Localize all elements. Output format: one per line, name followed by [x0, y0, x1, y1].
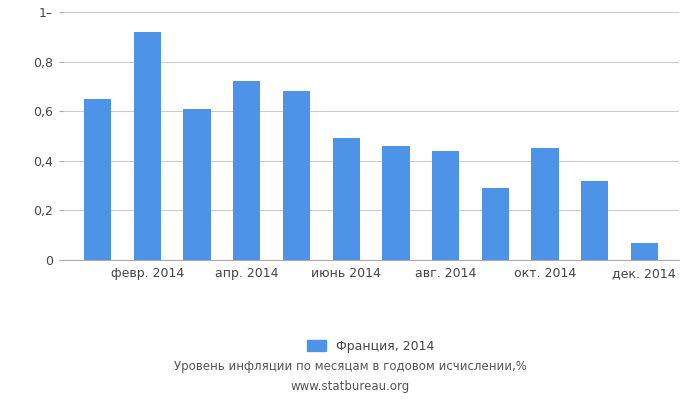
Bar: [382, 146, 410, 260]
Bar: [134, 32, 161, 260]
Bar: [531, 148, 559, 260]
Bar: [432, 151, 459, 260]
Bar: [233, 82, 260, 260]
Bar: [84, 99, 111, 260]
Text: Уровень инфляции по месяцам в годовом исчислении,%: Уровень инфляции по месяцам в годовом ис…: [174, 360, 526, 373]
Bar: [332, 138, 360, 260]
Bar: [283, 91, 310, 260]
Legend: Франция, 2014: Франция, 2014: [302, 335, 440, 358]
Text: www.statbureau.org: www.statbureau.org: [290, 380, 410, 393]
Bar: [631, 243, 658, 260]
Bar: [183, 109, 211, 260]
Bar: [482, 188, 509, 260]
Bar: [581, 181, 608, 260]
